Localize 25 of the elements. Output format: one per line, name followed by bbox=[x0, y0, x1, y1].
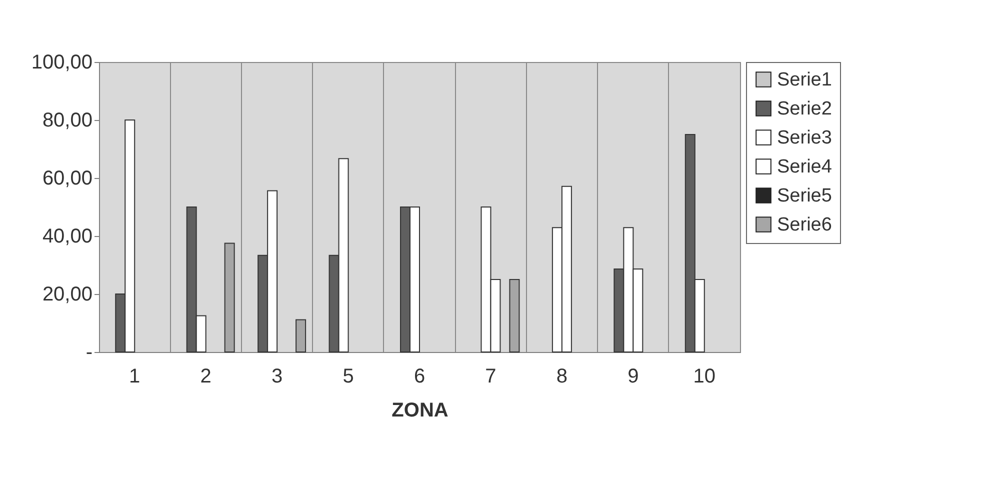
legend-label: Serie1 bbox=[777, 70, 832, 90]
y-tick-label: 80,00 bbox=[42, 110, 92, 132]
x-tick-label: 10 bbox=[693, 366, 716, 388]
bar bbox=[509, 279, 520, 352]
legend-label: Serie3 bbox=[777, 128, 832, 148]
legend-label: Serie4 bbox=[777, 156, 832, 178]
x-tick-label: 5 bbox=[342, 366, 354, 388]
x-tick-label: 8 bbox=[556, 366, 568, 388]
legend-label: Serie5 bbox=[777, 186, 832, 206]
x-tick-label: 1 bbox=[129, 366, 140, 388]
x-tick-label: 9 bbox=[628, 366, 639, 388]
x-tick-label: 3 bbox=[271, 366, 283, 388]
x-axis-title: ZONA bbox=[392, 400, 448, 422]
y-tick-label: 40,00 bbox=[42, 226, 92, 248]
y-tick-label: 60,00 bbox=[42, 168, 92, 190]
bar bbox=[224, 242, 235, 352]
x-tick-label: 6 bbox=[414, 366, 426, 388]
x-tick-label: 2 bbox=[200, 366, 212, 388]
y-tick-label: 20,00 bbox=[42, 284, 92, 306]
bar bbox=[296, 319, 306, 352]
legend-label: Serie6 bbox=[777, 214, 832, 236]
x-tick-label: 7 bbox=[485, 366, 496, 388]
y-tick-label: - bbox=[86, 342, 92, 364]
y-tick-label: 100,00 bbox=[31, 52, 92, 74]
legend-label: Serie2 bbox=[777, 98, 832, 120]
